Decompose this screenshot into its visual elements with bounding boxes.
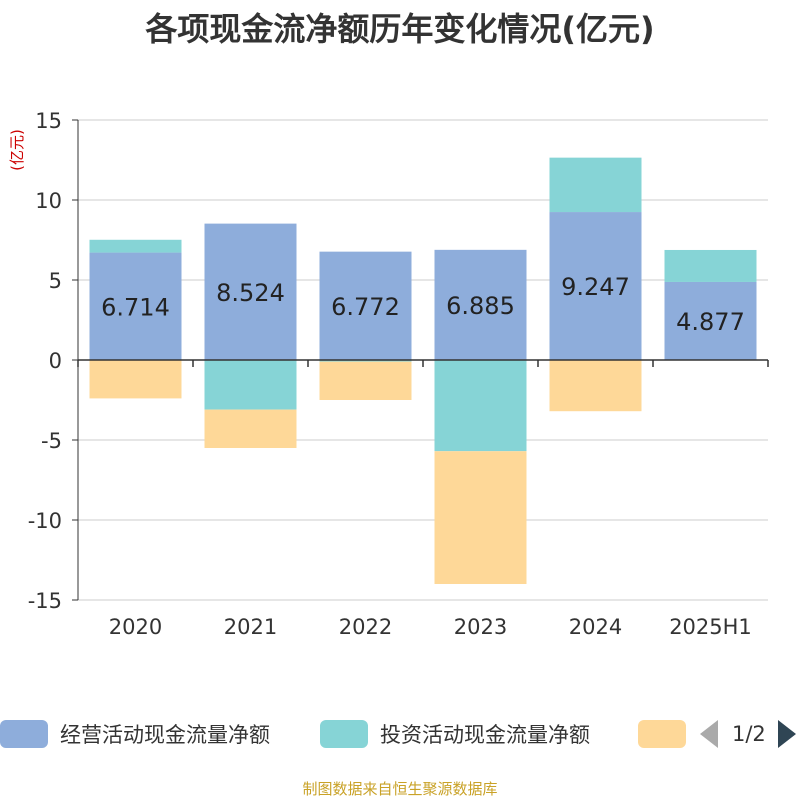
bar-s0-2025H1 <box>664 281 757 360</box>
y-tick-label-10: 10 <box>35 189 62 213</box>
cashflow-bar-chart: 15 10 5 0 -5 -10 -15 2020 2021 2022 2023 2024 2025H1… <box>8 109 769 639</box>
bar-s0-2024 <box>549 212 642 360</box>
bar-s2-2021 <box>204 409 297 448</box>
legend-item-investing[interactable]: 投资活动现金流量净额 <box>320 716 590 752</box>
legend-page-indicator: 1/2 <box>732 722 766 746</box>
bar-s1-2022 <box>319 360 412 362</box>
source-note: 制图数据来自恒生聚源数据库 <box>302 780 498 798</box>
legend-prev-icon[interactable] <box>700 720 718 748</box>
bar-s2-2023 <box>434 451 527 584</box>
bar-s0-2021 <box>204 223 297 360</box>
bar-layer <box>89 157 757 584</box>
bar-s2-2022 <box>319 361 412 400</box>
bar-s0-2023 <box>434 249 527 360</box>
bar-s2-2024 <box>549 360 642 412</box>
y-tick-label-15: 15 <box>35 109 62 133</box>
bar-s1-2023 <box>434 360 527 452</box>
y-tick-label--10: -10 <box>28 509 62 533</box>
data-label-2021: 8.524 <box>216 279 285 307</box>
data-label-2024: 9.247 <box>561 273 630 301</box>
data-label-2020: 6.714 <box>101 293 170 321</box>
x-tick-label-2022: 2022 <box>339 615 392 639</box>
data-label-2025H1: 4.877 <box>676 308 745 336</box>
legend-swatch-investing <box>320 720 368 748</box>
y-tick-label-5: 5 <box>49 269 62 293</box>
legend-item-operating[interactable]: 经营活动现金流量净额 <box>0 716 270 752</box>
bar-s1-2020 <box>89 239 182 253</box>
data-label-2023: 6.885 <box>446 292 515 320</box>
grid-layer <box>78 119 768 601</box>
legend-swatch-operating <box>0 720 48 748</box>
y-tick-label--5: -5 <box>41 429 62 453</box>
bar-s1-2024 <box>549 157 642 213</box>
legend-next-icon[interactable] <box>777 720 796 748</box>
x-tick-label-2023: 2023 <box>454 615 507 639</box>
legend-label-investing: 投资活动现金流量净额 <box>380 723 590 747</box>
legend: 经营活动现金流量净额 投资活动现金流量净额 1/2 <box>0 716 800 756</box>
label-layer: 6.714 8.524 6.772 6.885 9.247 4.877 <box>101 273 745 336</box>
legend-swatch-financing <box>638 720 686 748</box>
legend-item-financing[interactable] <box>638 716 698 752</box>
y-tick-label--15: -15 <box>28 589 62 613</box>
bar-s0-2020 <box>89 252 182 360</box>
y-tick-label-0: 0 <box>49 349 62 373</box>
bar-s2-2020 <box>89 360 182 399</box>
axis-layer: 15 10 5 0 -5 -10 -15 2020 2021 2022 2023 2024 2025H1 <box>28 109 769 639</box>
legend-label-operating: 经营活动现金流量净额 <box>60 723 270 747</box>
bar-s1-2025H1 <box>664 249 757 282</box>
bar-s0-2022 <box>319 251 412 360</box>
bar-s1-2021 <box>204 360 297 410</box>
x-tick-label-2024: 2024 <box>569 615 622 639</box>
x-tick-label-2020: 2020 <box>109 615 162 639</box>
legend-pager: 1/2 <box>700 716 796 752</box>
chart-title: 各项现金流净额历年变化情况(亿元) <box>145 10 655 48</box>
x-tick-label-2021: 2021 <box>224 615 277 639</box>
data-label-2022: 6.772 <box>331 293 400 321</box>
y-axis-unit-label: (亿元) <box>8 129 26 171</box>
x-tick-label-2025H1: 2025H1 <box>669 615 752 639</box>
